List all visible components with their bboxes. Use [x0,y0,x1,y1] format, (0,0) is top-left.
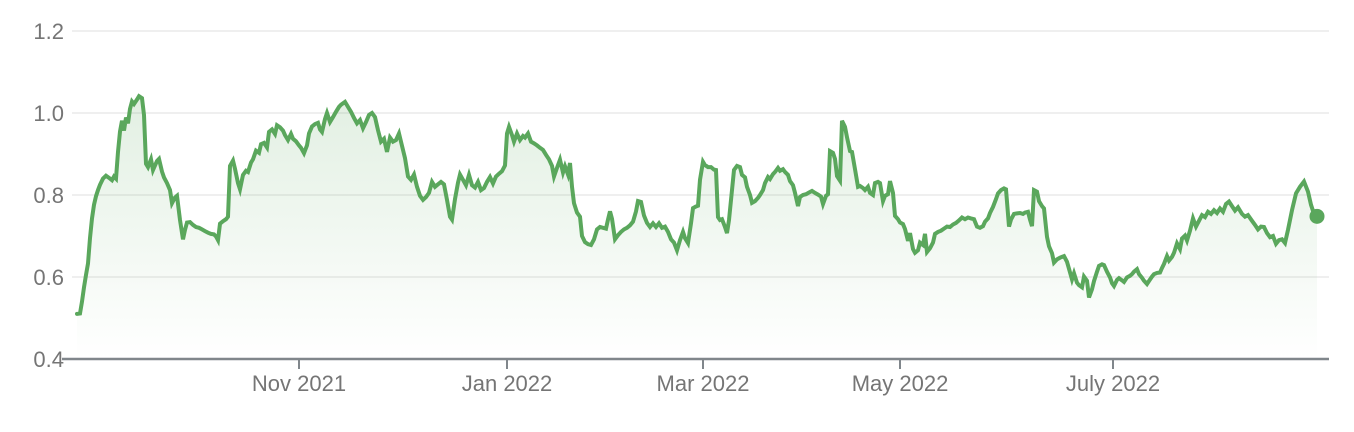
last-point-dot [1309,208,1325,224]
x-tick-label: Nov 2021 [252,371,346,396]
price-line [75,93,1319,316]
y-tick-label: 0.4 [33,347,64,372]
y-tick-label: 1.0 [33,101,64,126]
y-tick-label: 0.8 [33,183,64,208]
x-tick-label: Jan 2022 [462,371,553,396]
x-tick-label: Mar 2022 [657,371,750,396]
y-tick-label: 1.2 [33,19,64,44]
area-fill [77,96,1317,359]
x-tick-label: July 2022 [1066,371,1160,396]
x-tick-label: May 2022 [852,371,949,396]
y-tick-label: 0.6 [33,265,64,290]
